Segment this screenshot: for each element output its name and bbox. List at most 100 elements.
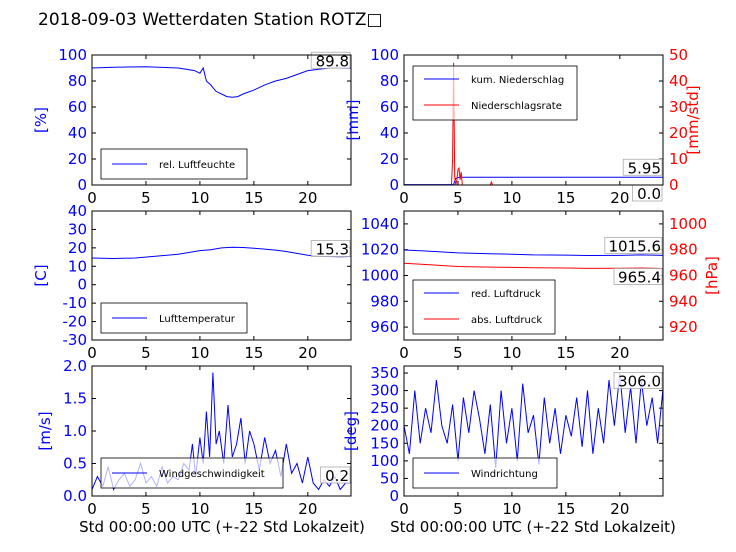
- temperature-ytick-label: -20: [63, 313, 88, 331]
- precip-annotation-box: [622, 158, 663, 176]
- pressure-y2tick-label: 920: [669, 318, 698, 336]
- wind-direction-legend-label-1: Windrichtung: [471, 469, 538, 480]
- wind-direction-ytick-label: 100: [370, 452, 399, 470]
- pressure-legend-label-1: red. Luftdruck: [471, 289, 541, 300]
- wind-direction-ytick-label: 150: [370, 434, 399, 452]
- humidity-ytick-label: 60: [68, 98, 87, 116]
- humidity-xtick-label: 0: [87, 189, 97, 207]
- temperature-ylabel: [C]: [32, 264, 50, 286]
- temperature-ytick-label: -10: [63, 294, 88, 312]
- wind-speed-annotation-box: [319, 466, 351, 484]
- temperature-xtick-label: 20: [298, 344, 317, 362]
- precip-ytick-label: 100: [370, 46, 399, 64]
- wind-speed-xtick-label: 15: [244, 500, 263, 518]
- pressure-xtick-label: 10: [502, 344, 521, 362]
- precip-plot-frame: [403, 54, 664, 186]
- wind-direction-plot-frame: [403, 365, 664, 497]
- pressure-legend-label-2: abs. Luftdruck: [471, 315, 542, 326]
- precip-ylabel: [mm]: [344, 100, 362, 141]
- precip-y2label: [mm/std]: [684, 85, 702, 154]
- chart-title: 2018-09-03 Wetterdaten Station ROTZ□: [38, 10, 383, 30]
- humidity-ytick-label: 0: [77, 176, 87, 194]
- temperature-annotation-box: [310, 240, 351, 257]
- pressure-ytick-label: 1000: [361, 267, 399, 285]
- humidity-series-1-line: [92, 66, 351, 98]
- temperature-plot-frame: [91, 210, 352, 341]
- precip-y2tick-label: 20: [669, 124, 688, 142]
- temperature-ytick-label: 0: [77, 276, 87, 294]
- precip-y2tick-label: 30: [669, 98, 688, 116]
- pressure-y2tick-label: 1000: [669, 215, 707, 233]
- humidity-ytick-label: 40: [68, 124, 87, 142]
- temperature-ytick-label: 20: [68, 239, 87, 257]
- pressure-ytick-label: 960: [370, 318, 399, 336]
- humidity-legend-label-1: rel. Luftfeuchte: [159, 160, 235, 171]
- precip-xtick-label: 20: [610, 189, 629, 207]
- pressure-y2tick-label: 940: [669, 292, 698, 310]
- pressure-y2tick-label: 960: [669, 267, 698, 285]
- temperature-ytick-label: 40: [68, 202, 87, 220]
- humidity-ytick-label: 20: [68, 150, 87, 168]
- precip-y2tick-label: 40: [669, 72, 688, 90]
- wind-direction-annotation-1: 306.0: [618, 372, 661, 390]
- precip-xtick-label: 10: [502, 189, 521, 207]
- temperature-xtick-label: 10: [190, 344, 209, 362]
- humidity-ytick-label: 100: [58, 46, 87, 64]
- xlabel-right: Std 00:00:00 UTC (+-22 Std Lokalzeit): [390, 518, 676, 536]
- wind-speed-xtick-label: 10: [190, 500, 209, 518]
- precip-ytick-label: 80: [380, 72, 399, 90]
- wind-direction-ytick-label: 50: [380, 469, 399, 487]
- xlabel-left: Std 00:00:00 UTC (+-22 Std Lokalzeit): [79, 518, 365, 536]
- pressure-y2tick-label: 980: [669, 241, 698, 259]
- temperature-legend-label-1: Lufttemperatur: [159, 314, 236, 325]
- humidity-annotation-box: [310, 51, 351, 69]
- humidity-xtick-label: 20: [298, 189, 317, 207]
- wind-direction-ylabel: [deg]: [342, 411, 360, 451]
- pressure-xtick-label: 20: [610, 344, 629, 362]
- wind-speed-plot-frame: [91, 365, 352, 497]
- wind-speed-ytick-label: 2.0: [63, 357, 87, 375]
- wind-speed-xtick-label: 20: [298, 500, 317, 518]
- precip-xtick-label: 0: [399, 189, 409, 207]
- humidity-xtick-label: 10: [190, 189, 209, 207]
- precip-ytick-label: 20: [380, 150, 399, 168]
- pressure-ytick-label: 1040: [361, 215, 399, 233]
- humidity-ylabel: [%]: [32, 107, 50, 133]
- wind-direction-xtick-label: 15: [556, 500, 575, 518]
- wind-direction-xtick-label: 5: [453, 500, 463, 518]
- pressure-annotation-box: [604, 236, 663, 254]
- wind-direction-xtick-label: 20: [610, 500, 629, 518]
- precip-y2tick-label: 10: [669, 150, 688, 168]
- wind-speed-annotation-1: 0.2: [325, 467, 349, 485]
- pressure-annotation-box: [613, 268, 663, 285]
- temperature-ytick-label: 10: [68, 257, 87, 275]
- pressure-ytick-label: 980: [370, 292, 399, 310]
- wind-speed-legend-label-1: Windgeschwindigkeit: [159, 469, 265, 480]
- wind-speed-ytick-label: 1.5: [63, 390, 87, 408]
- wind-direction-xtick-label: 10: [502, 500, 521, 518]
- humidity-ytick-label: 80: [68, 72, 87, 90]
- pressure-y2label: [hPa]: [703, 256, 721, 295]
- precip-xtick-label: 5: [453, 189, 463, 207]
- pressure-annotation-1: 1015.6: [609, 237, 662, 255]
- wind-speed-ytick-label: 1.0: [63, 422, 87, 440]
- pressure-annotation-2: 965.4: [618, 269, 661, 287]
- wind-direction-ytick-label: 250: [370, 399, 399, 417]
- humidity-xtick-label: 5: [141, 189, 151, 207]
- precip-annotation-2: 0.0: [637, 185, 661, 203]
- humidity-plot-frame: [91, 54, 352, 186]
- precip-y2tick-label: 50: [669, 46, 688, 64]
- wind-direction-ytick-label: 350: [370, 364, 399, 382]
- precip-series-1-line: [404, 176, 663, 185]
- precip-annotation-1: 5.95: [628, 159, 661, 177]
- precip-ytick-label: 0: [389, 176, 399, 194]
- pressure-plot-frame: [403, 210, 664, 341]
- wind-speed-xtick-label: 5: [141, 500, 151, 518]
- humidity-xtick-label: 15: [244, 189, 263, 207]
- wind-speed-xtick-label: 0: [87, 500, 97, 518]
- wind-speed-ylabel: [m/s]: [36, 411, 54, 450]
- wind-direction-ytick-label: 300: [370, 382, 399, 400]
- temperature-ytick-label: -30: [63, 331, 88, 349]
- wind-direction-ytick-label: 200: [370, 417, 399, 435]
